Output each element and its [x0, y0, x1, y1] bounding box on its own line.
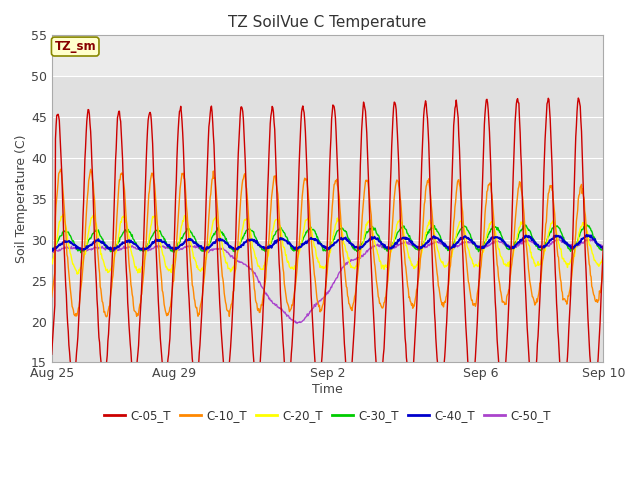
Bar [52, 36, 604, 76]
Bar [52, 76, 604, 362]
Legend: C-05_T, C-10_T, C-20_T, C-30_T, C-40_T, C-50_T: C-05_T, C-10_T, C-20_T, C-30_T, C-40_T, … [99, 404, 556, 427]
Y-axis label: Soil Temperature (C): Soil Temperature (C) [15, 134, 28, 263]
Text: TZ_sm: TZ_sm [54, 40, 96, 53]
X-axis label: Time: Time [312, 383, 343, 396]
Title: TZ SoilVue C Temperature: TZ SoilVue C Temperature [228, 15, 427, 30]
